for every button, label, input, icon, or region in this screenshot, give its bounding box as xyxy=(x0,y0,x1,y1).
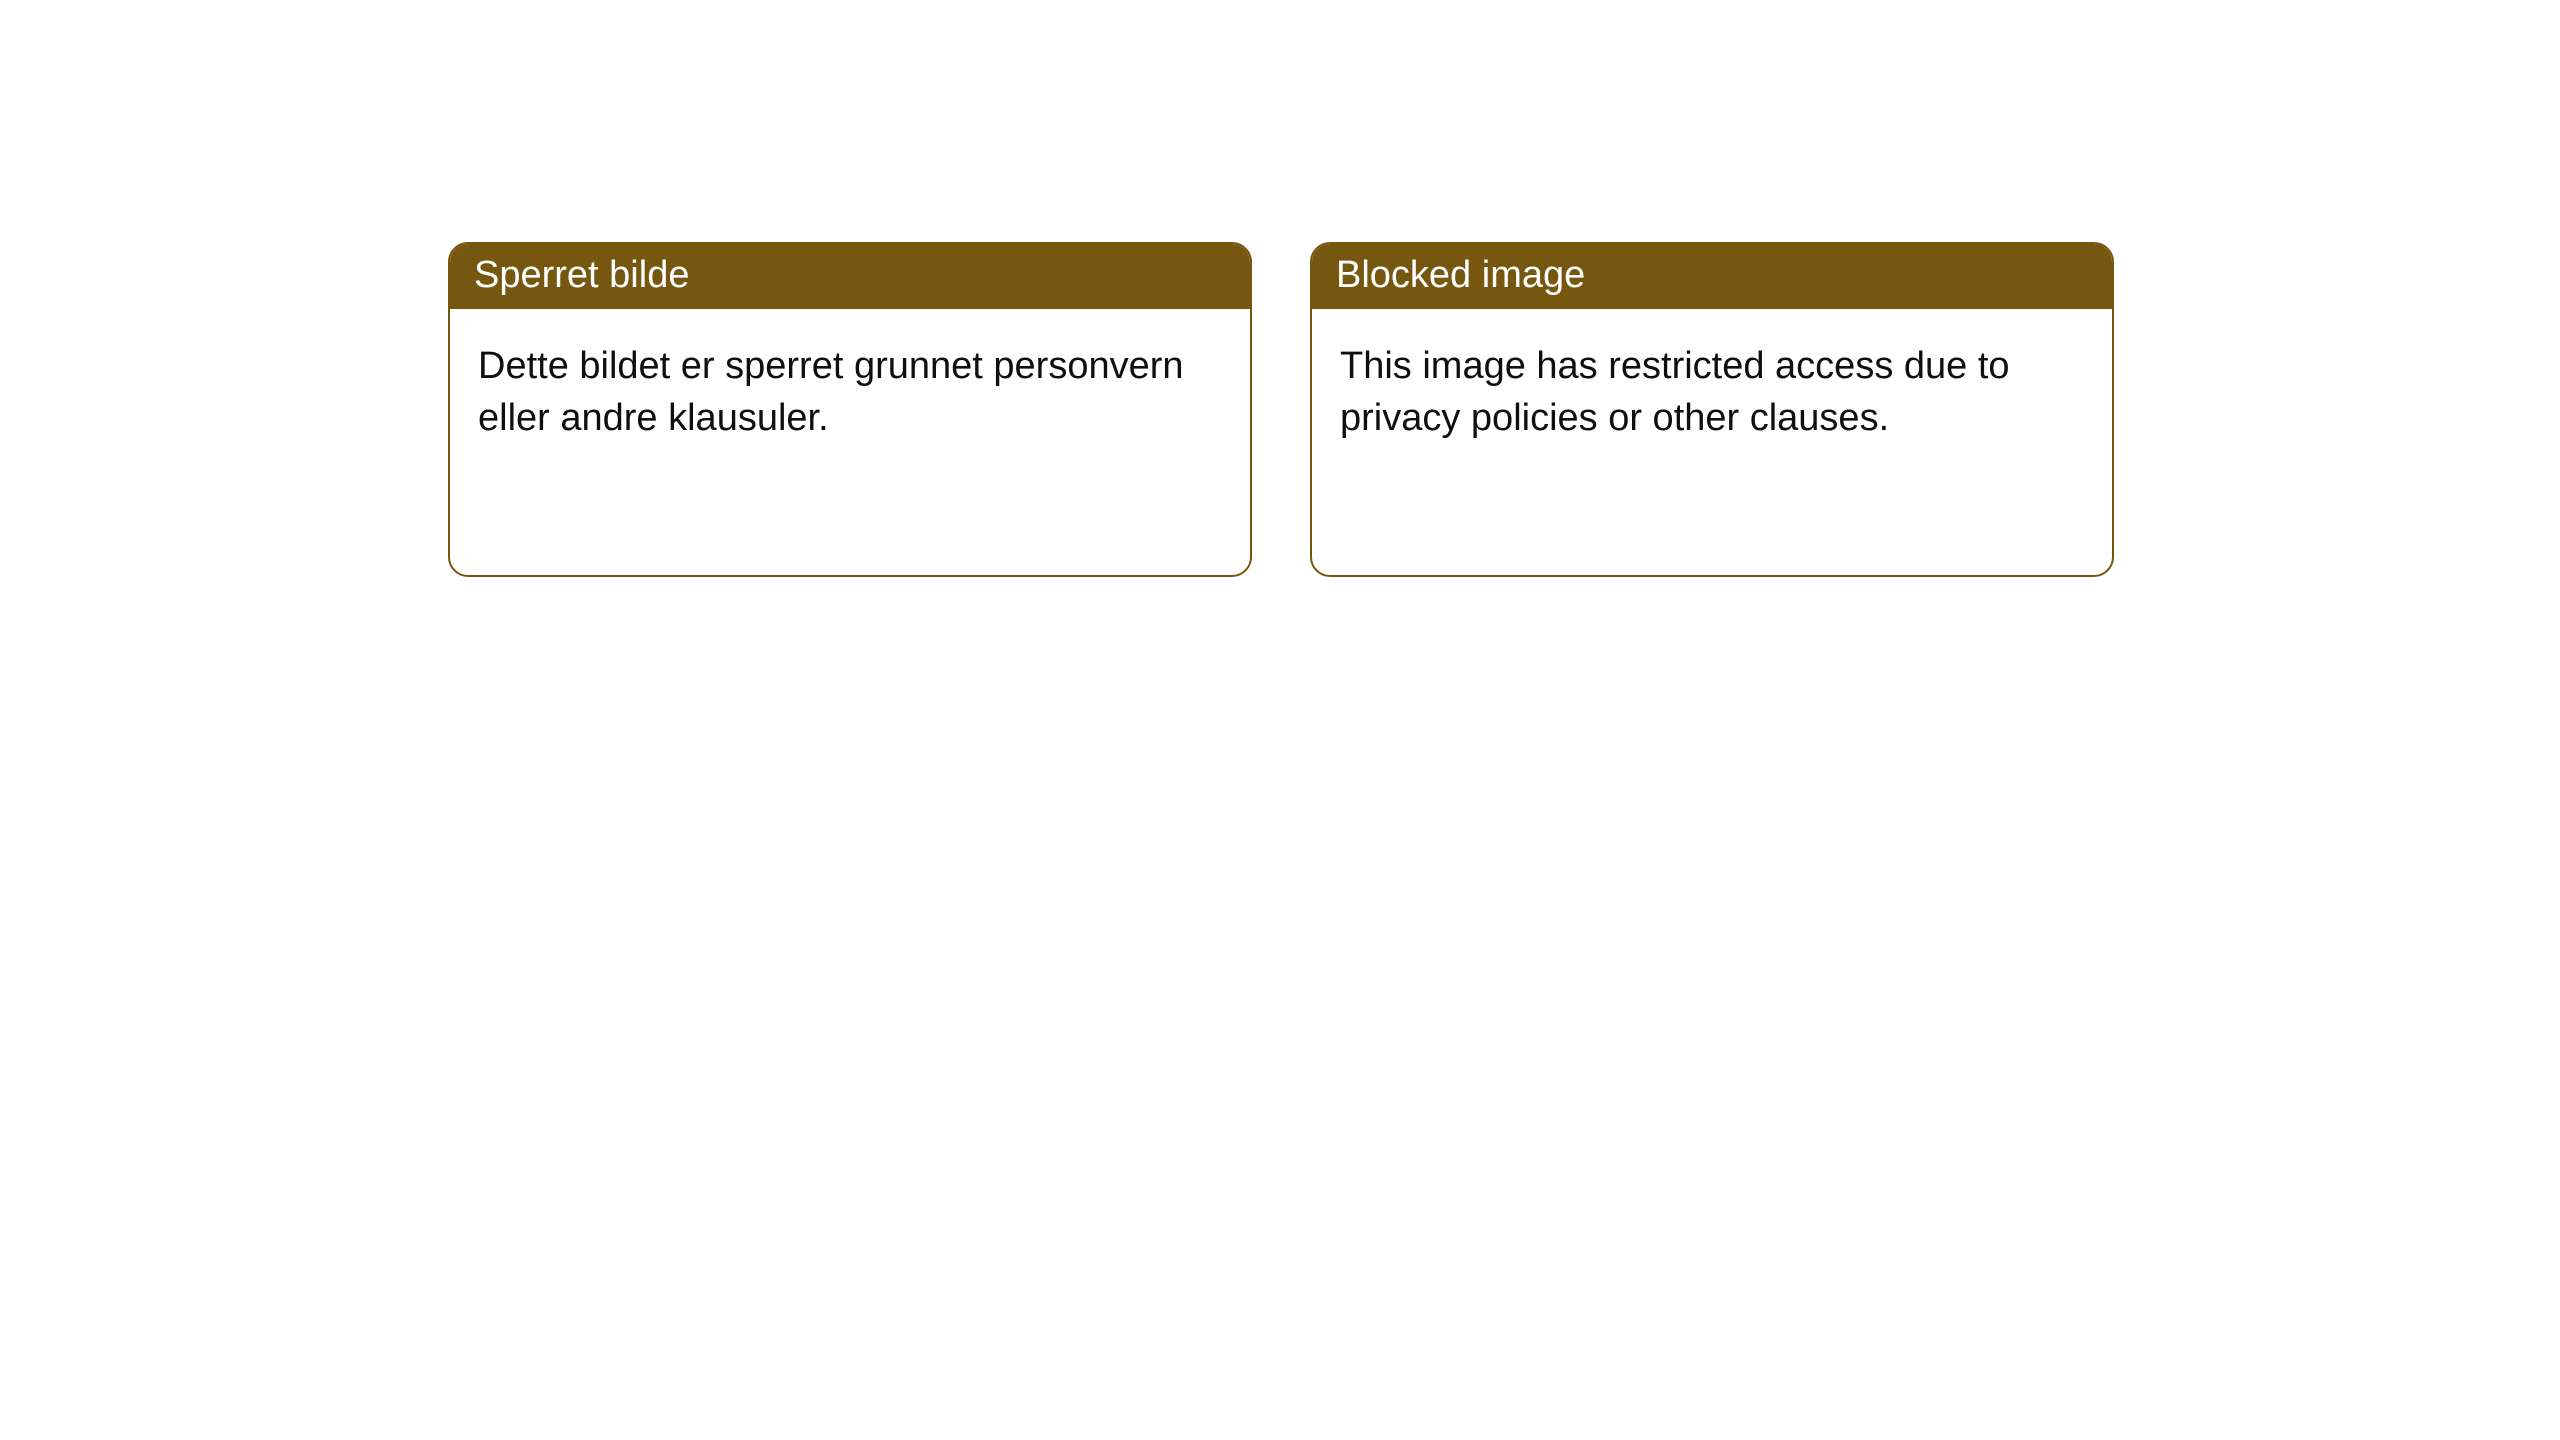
card-body-en: This image has restricted access due to … xyxy=(1312,309,2112,476)
card-body-no: Dette bildet er sperret grunnet personve… xyxy=(450,309,1250,476)
blocked-image-card-no: Sperret bilde Dette bildet er sperret gr… xyxy=(448,242,1252,577)
card-header-en: Blocked image xyxy=(1312,244,2112,309)
card-header-no: Sperret bilde xyxy=(450,244,1250,309)
blocked-image-card-en: Blocked image This image has restricted … xyxy=(1310,242,2114,577)
blocked-image-cards: Sperret bilde Dette bildet er sperret gr… xyxy=(448,242,2560,577)
